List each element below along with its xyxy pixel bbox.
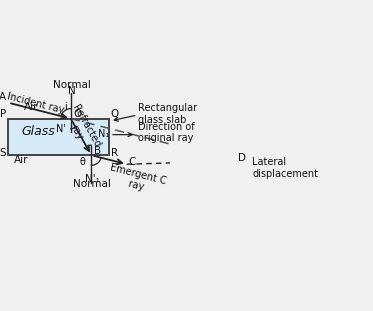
Text: Glass: Glass: [22, 125, 56, 138]
Text: P: P: [0, 109, 6, 119]
Text: Incident ray: Incident ray: [6, 91, 65, 116]
Text: i: i: [64, 101, 67, 112]
Text: D: D: [238, 153, 246, 163]
Text: N'₁: N'₁: [85, 174, 100, 184]
Text: C: C: [129, 157, 136, 167]
Text: S: S: [0, 148, 6, 158]
Text: B: B: [94, 146, 101, 156]
Bar: [8, 119, 109, 155]
Text: Q: Q: [110, 109, 119, 119]
Text: Air: Air: [14, 156, 28, 165]
Text: Normal: Normal: [73, 179, 111, 189]
Text: Direction of
original ray: Direction of original ray: [138, 122, 194, 143]
Text: N: N: [68, 86, 76, 95]
Text: Lateral
displacement: Lateral displacement: [252, 157, 318, 179]
Text: θ: θ: [79, 157, 85, 167]
Text: Refracted
ray: Refracted ray: [60, 104, 102, 155]
Text: Emergent C
       ray: Emergent C ray: [106, 162, 167, 197]
Text: Rectangular
glass slab: Rectangular glass slab: [138, 103, 198, 125]
Text: Air: Air: [24, 102, 39, 113]
Text: O: O: [73, 109, 82, 119]
Text: N': N': [56, 124, 66, 134]
Text: R: R: [110, 148, 118, 158]
Text: Normal: Normal: [53, 80, 91, 90]
Text: A: A: [0, 92, 6, 102]
Text: N₁: N₁: [98, 129, 110, 139]
